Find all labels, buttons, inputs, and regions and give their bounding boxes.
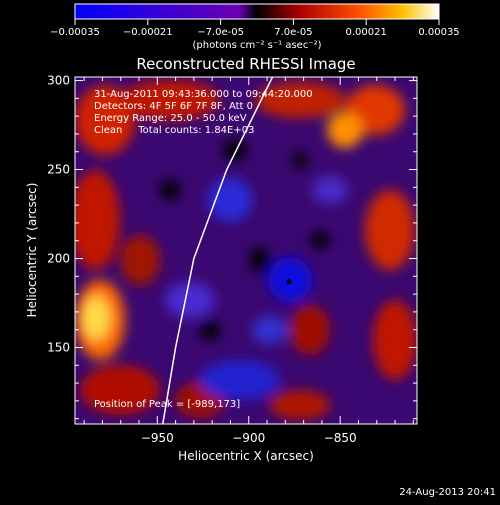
y-tick-label: 200	[47, 252, 70, 266]
y-axis-tick-labels: 150 200 250 300	[47, 74, 70, 355]
peak-position-label: Position of Peak = [-989,173]	[94, 399, 240, 410]
colorbar-tick-label: 0.00021	[346, 27, 387, 38]
y-tick-label: 150	[47, 340, 70, 354]
colorbar-tick-label: 0.00035	[418, 27, 459, 38]
annotation-energy-range: Energy Range: 25.0 - 50.0 keV	[94, 113, 247, 124]
colorbar-unit-label: (photons cm⁻² s⁻¹ asec⁻²)	[192, 40, 321, 51]
annotation-detectors: Detectors: 4F 5F 6F 7F 8F, Att 0	[94, 101, 253, 112]
x-axis-tick-labels: −950 −900 −850	[141, 431, 357, 445]
annotation-clean-counts: Clean Total counts: 1.84E+03	[94, 125, 254, 136]
colorbar-ticks	[74, 19, 440, 25]
annotation-block: 31-Aug-2011 09:43:36.000 to 09:44:20.000…	[94, 89, 313, 136]
colorbar	[74, 3, 440, 20]
colorbar-tick-label: −0.00021	[123, 27, 173, 38]
solar-limb-line	[162, 77, 274, 424]
x-tick-label: −950	[141, 431, 174, 445]
colorbar-tick-label: −7.0e-05	[197, 27, 244, 38]
x-axis-ticks	[83, 77, 414, 424]
chart-title: Reconstructed RHESSI Image	[136, 55, 355, 73]
rhessi-image	[75, 77, 417, 424]
x-axis-label: Heliocentric X (arcsec)	[178, 449, 314, 463]
y-axis-label: Heliocentric Y (arcsec)	[25, 183, 39, 318]
x-tick-label: −900	[232, 431, 265, 445]
y-tick-label: 300	[47, 74, 70, 88]
y-tick-label: 250	[47, 163, 70, 177]
colorbar-tick-labels: −0.00035 −0.00021 −7.0e-05 7.0e-05 0.00021 0.…	[50, 27, 460, 38]
colorbar-tick-label: 7.0e-05	[274, 27, 312, 38]
annotation-time-range: 31-Aug-2011 09:43:36.000 to 09:44:20.000	[94, 89, 313, 100]
colorbar-tick-label: −0.00035	[50, 27, 100, 38]
x-tick-label: −850	[324, 431, 357, 445]
footer-timestamp: 24-Aug-2013 20:41	[399, 487, 496, 498]
y-axis-ticks	[75, 80, 417, 420]
peak-marker	[286, 279, 292, 285]
plot-frame	[74, 76, 418, 425]
